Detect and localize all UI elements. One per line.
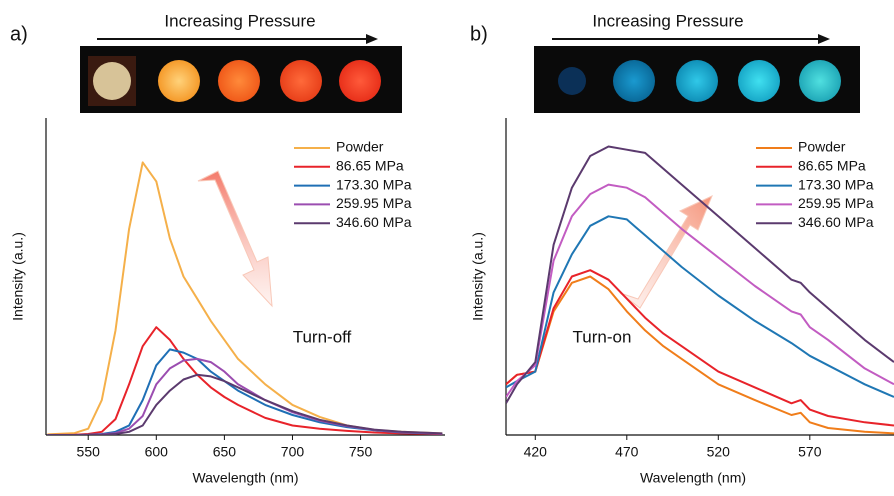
x-axis-label: Wavelength (nm) <box>640 470 746 486</box>
pressure-arrows <box>97 34 830 44</box>
series-line <box>506 269 894 427</box>
y-axis-label: Intensity (a.u.) <box>10 232 26 321</box>
legend-label: 259.95 MPa <box>336 195 412 211</box>
inset-b <box>534 46 860 113</box>
y-axis-label: Intensity (a.u.) <box>470 232 486 321</box>
x-tick-label: 470 <box>615 444 639 460</box>
legend-label: 86.65 MPa <box>798 158 866 174</box>
annotation: Turn-on <box>573 327 632 346</box>
inset-a <box>80 46 402 113</box>
x-tick-label: 750 <box>349 444 373 460</box>
series-line <box>47 326 443 435</box>
legend-label: 86.65 MPa <box>336 158 404 174</box>
series-line <box>47 357 443 435</box>
x-tick-label: 550 <box>77 444 101 460</box>
panel-label: b) <box>470 23 488 45</box>
series-line <box>47 348 443 435</box>
x-tick-label: 700 <box>281 444 305 460</box>
legend-label: 173.30 MPa <box>336 176 412 192</box>
legend-label: 346.60 MPa <box>798 214 874 230</box>
series-line <box>506 145 894 404</box>
series-line <box>506 215 894 398</box>
legend-label: 259.95 MPa <box>798 195 874 211</box>
series-line <box>506 183 894 398</box>
x-tick-label: 520 <box>707 444 731 460</box>
annotation: Increasing Pressure <box>592 11 743 30</box>
series-line <box>506 275 894 435</box>
legend-label: Powder <box>798 139 846 155</box>
legend-label: 346.60 MPa <box>336 214 412 230</box>
trend-arrows <box>197 170 713 309</box>
x-tick-label: 650 <box>213 444 237 460</box>
x-tick-label: 600 <box>145 444 169 460</box>
series-line <box>47 373 443 435</box>
annotation: Turn-off <box>293 327 352 346</box>
x-tick-label: 420 <box>524 444 548 460</box>
legend-label: Powder <box>336 139 384 155</box>
panel-label: a) <box>10 23 28 45</box>
legend-label: 173.30 MPa <box>798 176 874 192</box>
annotation: Increasing Pressure <box>164 11 315 30</box>
x-tick-label: 570 <box>798 444 822 460</box>
x-axis-label: Wavelength (nm) <box>192 470 298 486</box>
